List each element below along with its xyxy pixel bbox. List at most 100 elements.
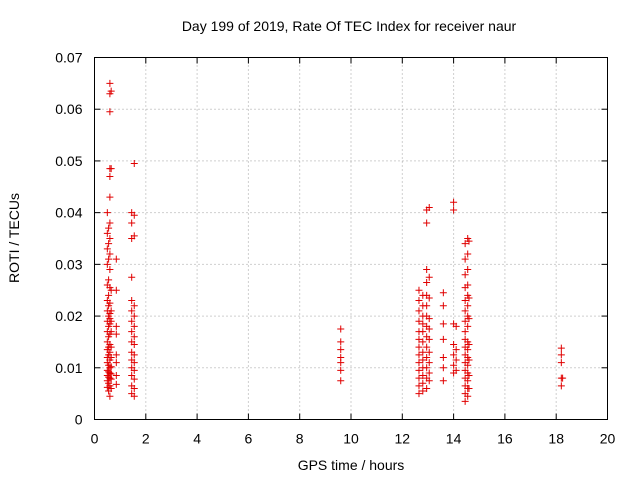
data-point xyxy=(557,382,565,390)
data-point xyxy=(439,353,447,361)
x-tick-label: 8 xyxy=(296,431,304,447)
x-tick-label: 14 xyxy=(446,431,462,447)
data-point xyxy=(461,255,469,263)
data-point xyxy=(106,392,114,400)
data-point xyxy=(464,266,472,274)
y-tick-label: 0.04 xyxy=(55,205,82,221)
data-point xyxy=(128,307,136,315)
data-point xyxy=(425,348,433,356)
data-point xyxy=(461,240,469,248)
data-point xyxy=(464,302,472,310)
data-point xyxy=(103,260,111,268)
x-tick-labels: 0 2 4 6 8 10 12 14 16 18 20 xyxy=(91,431,616,447)
data-point xyxy=(130,232,138,240)
data-point xyxy=(106,266,114,274)
y-tick-labels: 0 0.01 0.02 0.03 0.04 0.05 0.06 0.07 xyxy=(55,50,82,428)
data-point xyxy=(557,359,565,367)
data-point xyxy=(130,351,138,359)
data-point xyxy=(106,79,114,87)
data-point xyxy=(107,328,115,336)
data-point xyxy=(450,341,458,349)
data-point xyxy=(128,219,136,227)
x-tick-label: 12 xyxy=(395,431,411,447)
data-point xyxy=(464,392,472,400)
data-point xyxy=(450,206,458,214)
data-point xyxy=(106,364,114,372)
data-point xyxy=(439,377,447,385)
y-tick-label: 0.06 xyxy=(55,101,82,117)
data-point xyxy=(105,255,113,263)
data-point xyxy=(425,273,433,281)
data-point xyxy=(419,348,427,356)
data-point xyxy=(464,250,472,258)
data-point xyxy=(425,377,433,385)
chart-title: Day 199 of 2019, Rate Of TEC Index for r… xyxy=(182,18,517,34)
data-point xyxy=(415,343,423,351)
data-point xyxy=(461,307,469,315)
data-point xyxy=(423,266,431,274)
y-tick-label: 0.03 xyxy=(55,256,82,272)
data-point xyxy=(415,317,423,325)
data-point xyxy=(337,377,345,385)
data-point xyxy=(439,335,447,343)
data-point xyxy=(461,297,469,305)
data-point xyxy=(107,343,115,351)
data-point xyxy=(112,330,120,338)
data-point xyxy=(419,356,427,364)
x-tick-label: 2 xyxy=(142,431,150,447)
data-point xyxy=(337,346,345,354)
data-point xyxy=(439,364,447,372)
data-point xyxy=(415,374,423,382)
data-point xyxy=(103,245,111,253)
data-point xyxy=(439,302,447,310)
y-tick-label: 0.05 xyxy=(55,153,82,169)
x-tick-label: 6 xyxy=(245,431,253,447)
data-point xyxy=(106,172,114,180)
data-point xyxy=(128,317,136,325)
data-point xyxy=(439,289,447,297)
y-tick-label: 0 xyxy=(75,412,83,428)
data-point xyxy=(452,366,460,374)
data-point xyxy=(337,338,345,346)
data-point xyxy=(425,294,433,302)
y-tick-label: 0.07 xyxy=(55,50,82,66)
data-point xyxy=(464,377,472,385)
data-point xyxy=(415,286,423,294)
data-point xyxy=(464,361,472,369)
data-point xyxy=(461,397,469,405)
data-point xyxy=(107,384,115,392)
data-point xyxy=(419,328,427,336)
data-point xyxy=(128,372,136,380)
data-point xyxy=(415,335,423,343)
data-point xyxy=(465,356,473,364)
data-point xyxy=(423,364,431,372)
data-point xyxy=(464,322,472,330)
data-point xyxy=(112,359,120,367)
data-point xyxy=(105,240,113,248)
data-point xyxy=(415,297,423,305)
y-axis-label: ROTI / TECUs xyxy=(6,193,22,283)
data-point xyxy=(465,372,473,380)
x-tick-label: 16 xyxy=(497,431,513,447)
data-point xyxy=(452,346,460,354)
x-axis-label: GPS time / hours xyxy=(298,457,405,473)
data-point xyxy=(423,384,431,392)
data-point xyxy=(105,224,113,232)
data-point xyxy=(425,369,433,377)
data-point xyxy=(106,193,114,201)
data-point xyxy=(423,278,431,286)
data-point xyxy=(130,375,138,383)
data-point xyxy=(337,353,345,361)
data-point xyxy=(557,351,565,359)
data-point xyxy=(106,219,114,227)
data-point xyxy=(415,307,423,315)
data-point xyxy=(103,229,111,237)
y-tick-label: 0.01 xyxy=(55,360,82,376)
data-point xyxy=(130,322,138,330)
data-point xyxy=(106,348,114,356)
data-point xyxy=(337,325,345,333)
data-point xyxy=(450,351,458,359)
data-point xyxy=(415,351,423,359)
data-point xyxy=(461,271,469,279)
data-point xyxy=(130,341,138,349)
